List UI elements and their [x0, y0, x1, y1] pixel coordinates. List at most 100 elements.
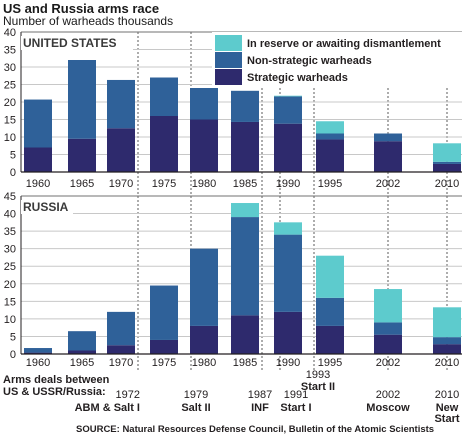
- bar-us-strategic-2002: [374, 141, 402, 172]
- y-tick-label: 10: [4, 314, 16, 326]
- bar-us-strategic-1980: [190, 119, 218, 172]
- bar-us-non_strategic-1995: [316, 133, 344, 140]
- bar-us-strategic-2010: [433, 163, 461, 172]
- legend-swatch-strategic: [215, 69, 242, 85]
- panel-title-bg: [21, 200, 73, 214]
- bar-russia-reserve-2002: [374, 289, 402, 323]
- y-tick-label: 20: [4, 97, 16, 109]
- bar-us-reserve-2010: [433, 143, 461, 162]
- bar-russia-strategic-1975: [150, 339, 178, 354]
- y-tick-label: 30: [4, 62, 16, 74]
- chart-subtitle: Number of warheads thousands: [3, 14, 174, 28]
- deal-year-1991: 1991: [284, 389, 308, 401]
- x-tick-label: 1985: [233, 357, 257, 369]
- bar-russia-non_strategic-1985: [231, 217, 259, 316]
- bar-us-strategic-1990: [274, 123, 302, 172]
- bar-russia-non_strategic-1990: [274, 234, 302, 312]
- y-tick-label: 25: [4, 80, 16, 92]
- y-tick-label: 35: [4, 226, 16, 238]
- legend-swatch-reserve: [215, 35, 242, 51]
- bar-us-strategic-1970: [107, 128, 135, 172]
- deal-year-2010: 2010: [435, 389, 459, 401]
- deal-name-1993: Start II: [301, 381, 335, 393]
- legend-label-strategic: Strategic warheads: [247, 72, 348, 84]
- deal-year-1993: 1993: [306, 369, 330, 381]
- deal-name-1979: Salt II: [181, 402, 210, 414]
- y-tick-label: 15: [4, 115, 16, 127]
- y-tick-label: 35: [4, 45, 16, 57]
- y-tick-label: 25: [4, 261, 16, 273]
- x-tick-label: 1970: [109, 178, 133, 190]
- x-tick-label: 1960: [26, 178, 50, 190]
- chart-title: US and Russia arms race: [3, 1, 160, 16]
- bar-russia-non_strategic-2010: [433, 337, 461, 345]
- deal-name-2010: New: [436, 402, 459, 414]
- bar-us-strategic-1995: [316, 139, 344, 172]
- bar-russia-strategic-1980: [190, 325, 218, 354]
- x-tick-label: 1965: [70, 178, 94, 190]
- bar-russia-strategic-1985: [231, 315, 259, 354]
- bar-russia-reserve-1990: [274, 222, 302, 235]
- deal-year-1979: 1979: [184, 389, 208, 401]
- x-tick-label: 2010: [435, 178, 459, 190]
- deal-name-1987: INF: [251, 402, 269, 414]
- bar-russia-strategic-1960: [24, 352, 52, 354]
- x-tick-label: 1970: [109, 357, 133, 369]
- x-tick-label: 1975: [152, 178, 176, 190]
- x-tick-label: 1990: [276, 178, 300, 190]
- deal-name-2002: Moscow: [366, 402, 410, 414]
- x-tick-label: 1990: [276, 357, 300, 369]
- bar-us-non_strategic-1975: [150, 77, 178, 116]
- bar-russia-non_strategic-1980: [190, 248, 218, 326]
- panel-title-us: UNITED STATES: [23, 36, 117, 50]
- panel-title-bg: [21, 36, 133, 50]
- bar-russia-non_strategic-1995: [316, 297, 344, 326]
- bar-us-non_strategic-1990: [274, 96, 302, 124]
- bar-russia-reserve-1985: [231, 203, 259, 218]
- x-tick-label: 1980: [192, 357, 216, 369]
- bar-russia-non_strategic-1965: [68, 331, 96, 351]
- source-note: SOURCE: Natural Resources Defense Counci…: [76, 424, 435, 435]
- x-tick-label: 1960: [26, 357, 50, 369]
- y-tick-label: 40: [4, 27, 16, 39]
- y-tick-label: 15: [4, 296, 16, 308]
- bar-us-non_strategic-1980: [190, 88, 218, 120]
- x-tick-label: 1995: [318, 178, 342, 190]
- deal-year-2002: 2002: [376, 389, 400, 401]
- y-tick-label: 20: [4, 279, 16, 291]
- arms-deals-label-line1: Arms deals between: [3, 374, 110, 386]
- x-tick-label: 2002: [376, 357, 400, 369]
- deal-name-1972: ABM & Salt I: [75, 402, 140, 414]
- bar-us-non_strategic-1965: [68, 60, 96, 139]
- y-tick-label: 5: [10, 331, 16, 343]
- bar-us-reserve-1990: [274, 95, 302, 97]
- x-tick-label: 1980: [192, 178, 216, 190]
- bar-russia-reserve-1995: [316, 255, 344, 298]
- bar-us-non_strategic-1960: [24, 99, 52, 148]
- legend-label-non_strategic: Non-strategic warheads: [247, 55, 372, 67]
- arms-deals-label: Arms deals between US & USSR/Russia:: [3, 374, 109, 398]
- bar-russia-strategic-1970: [107, 345, 135, 354]
- y-tick-label: 45: [4, 191, 16, 203]
- deal-name-2010-line2: Start: [434, 413, 459, 425]
- bar-russia-strategic-1995: [316, 325, 344, 354]
- bar-us-non_strategic-2010: [433, 161, 461, 164]
- x-tick-label: 1995: [318, 357, 342, 369]
- legend-label-reserve: In reserve or awaiting dismantlement: [247, 38, 441, 50]
- bar-us-strategic-1960: [24, 147, 52, 172]
- bar-us-reserve-1995: [316, 121, 344, 134]
- y-tick-label: 0: [10, 349, 16, 361]
- bar-russia-non_strategic-1960: [24, 348, 52, 353]
- bar-us-strategic-1965: [68, 138, 96, 172]
- bar-russia-strategic-2010: [433, 344, 461, 354]
- x-tick-label: 1965: [70, 357, 94, 369]
- bar-russia-strategic-2002: [374, 334, 402, 354]
- x-tick-label: 2002: [376, 178, 400, 190]
- deal-name-1991: Start I: [280, 402, 311, 414]
- bar-us-non_strategic-1970: [107, 79, 135, 129]
- bar-us-non_strategic-1985: [231, 90, 259, 122]
- y-tick-label: 30: [4, 244, 16, 256]
- bar-russia-strategic-1990: [274, 311, 302, 354]
- bar-us-strategic-1975: [150, 116, 178, 172]
